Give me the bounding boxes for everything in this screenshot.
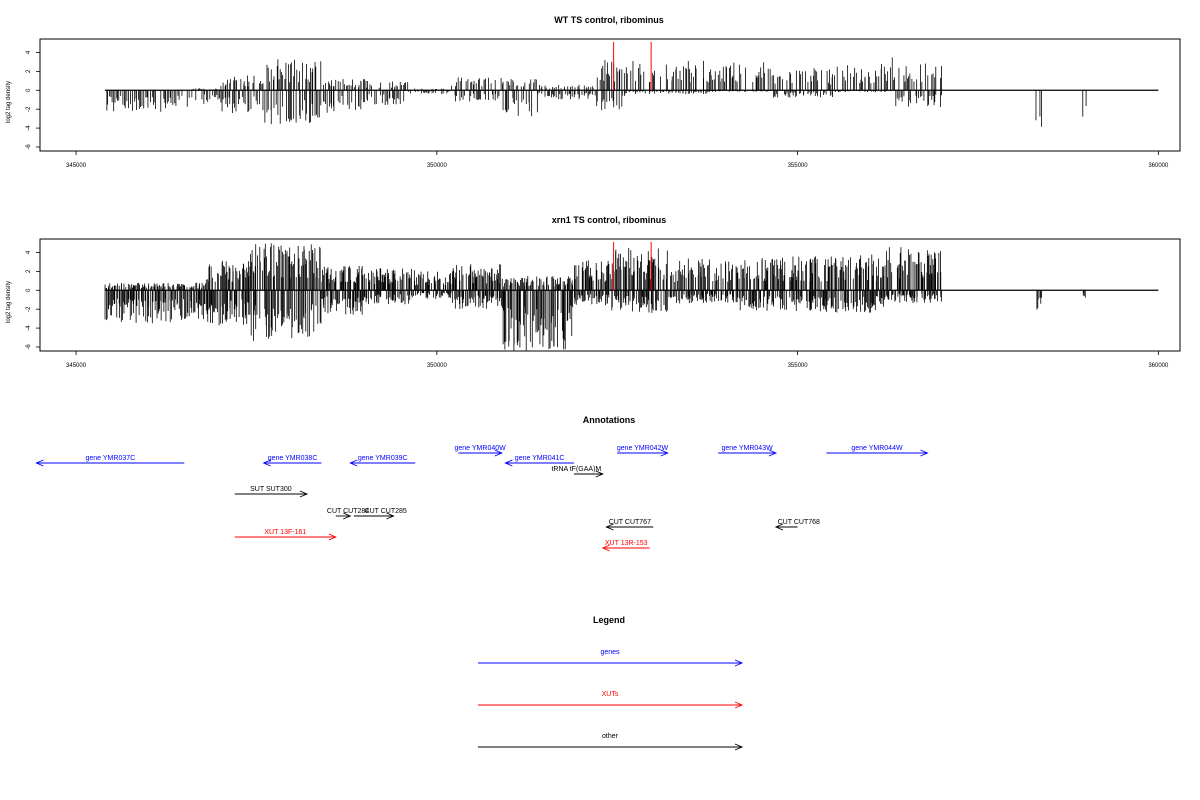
legend-title: Legend xyxy=(593,615,625,625)
legend-label: XUTs xyxy=(602,691,619,698)
strand-arrow xyxy=(35,459,44,467)
feature-cut-cut768: CUT CUT768 xyxy=(774,519,820,531)
feature-label: CUT CUT284 xyxy=(327,508,369,515)
feature-list: gene YMR037C gene YMR038C gene YMR039C gene… xyxy=(35,445,929,552)
feature-cut-cut285: CUT CUT285 xyxy=(353,508,407,520)
strand-arrow xyxy=(601,544,610,552)
feature-label: gene YMR044W xyxy=(851,445,903,452)
axes: 4 2 0 -2 -4 -6 345000 350000 355000 360000 xyxy=(26,250,1169,369)
feature-label: CUT CUT768 xyxy=(778,519,820,526)
x-tick-label: 350000 xyxy=(427,163,448,169)
feature-xut-13r-153: XUT 13R-153 xyxy=(601,540,650,552)
panel-title: xrn1 TS control, ribominus xyxy=(552,215,667,225)
annotations-title: Annotations xyxy=(583,415,636,425)
y-tick-label: -2 xyxy=(26,106,32,112)
feature-gene-ymr041c: gene YMR041C xyxy=(504,455,574,467)
axes: 4 2 0 -2 -4 -6 345000 350000 355000 360000 xyxy=(26,50,1169,169)
strand-arrow xyxy=(328,533,337,541)
xrn1-signal-panel: xrn1 TS control, ribominus log2 tag dens… xyxy=(6,215,1181,369)
signal-bars xyxy=(104,42,1159,127)
feature-label: tRNA tF(GAA)M xyxy=(551,466,601,473)
y-tick-label: 2 xyxy=(26,269,32,273)
feature-label: gene YMR041C xyxy=(515,455,565,462)
feature-label: gene YMR043W xyxy=(721,445,773,452)
strand-arrow xyxy=(595,470,604,478)
feature-gene-ymr037c: gene YMR037C xyxy=(35,455,185,467)
feature-gene-ymr044w: gene YMR044W xyxy=(826,445,929,457)
legend-arrow xyxy=(734,659,744,667)
plot-frame xyxy=(39,238,1181,352)
annotation-track: Annotations gene YMR037C gene YMR038C gene… xyxy=(35,415,929,552)
y-tick-label: -4 xyxy=(26,125,32,131)
feature-xut-13f-161: XUT 13F-161 xyxy=(234,529,337,541)
feature-gene-ymr043w: gene YMR043W xyxy=(718,445,778,457)
feature-label: gene YMR040W xyxy=(455,445,507,452)
feature-cut-cut284: CUT CUT284 xyxy=(327,508,369,520)
feature-label: CUT CUT285 xyxy=(365,508,407,515)
y-tick-label: 4 xyxy=(26,50,32,54)
wt-signal-panel: WT TS control, ribominus log2 tag densit… xyxy=(6,15,1181,169)
feature-cut-cut767: CUT CUT767 xyxy=(605,519,654,531)
legend: Legend genes XUTs other xyxy=(478,615,744,751)
y-tick-label: 0 xyxy=(26,288,32,292)
x-tick-label: 345000 xyxy=(66,363,87,369)
feature-label: CUT CUT767 xyxy=(609,519,651,526)
x-tick-label: 360000 xyxy=(1148,363,1169,369)
feature-gene-ymr042w: gene YMR042W xyxy=(617,445,669,457)
y-axis-label: log2 tag density xyxy=(6,281,12,323)
legend-entry-genes: genes xyxy=(478,649,744,667)
strand-arrow xyxy=(494,449,503,457)
feature-label: SUT SUT300 xyxy=(250,486,292,493)
y-axis-label: log2 tag density xyxy=(6,81,12,123)
strand-arrow xyxy=(343,512,352,520)
strand-arrow xyxy=(386,512,395,520)
y-tick-label: -6 xyxy=(26,144,32,150)
y-tick-label: -4 xyxy=(26,325,32,331)
strand-arrow xyxy=(349,459,358,467)
x-tick-label: 360000 xyxy=(1148,163,1169,169)
strand-arrow xyxy=(299,490,309,498)
feature-label: gene YMR039C xyxy=(358,455,408,462)
strand-arrow xyxy=(262,459,271,467)
y-tick-label: 0 xyxy=(26,88,32,92)
feature-label: XUT 13R-153 xyxy=(605,540,648,547)
feature-gene-ymr039c: gene YMR039C xyxy=(349,455,416,467)
legend-entry-other: other xyxy=(478,733,744,751)
legend-label: genes xyxy=(600,649,620,656)
x-tick-label: 345000 xyxy=(66,163,87,169)
feature-label: XUT 13F-161 xyxy=(264,529,306,536)
feature-label: gene YMR038C xyxy=(268,455,318,462)
x-tick-label: 355000 xyxy=(788,363,809,369)
y-tick-label: -6 xyxy=(26,344,32,350)
legend-arrow xyxy=(734,743,744,751)
strand-arrow xyxy=(660,449,669,457)
strand-arrow xyxy=(768,449,778,457)
legend-label: other xyxy=(602,733,619,740)
y-tick-label: -2 xyxy=(26,306,32,312)
feature-label: gene YMR042W xyxy=(617,445,669,452)
strand-arrow xyxy=(920,449,929,457)
panel-title: WT TS control, ribominus xyxy=(554,15,664,25)
y-tick-label: 4 xyxy=(26,250,32,254)
feature-label: gene YMR037C xyxy=(86,455,136,462)
y-tick-label: 2 xyxy=(26,69,32,73)
feature-trna-tf-gaa-m: tRNA tF(GAA)M xyxy=(551,466,604,478)
x-tick-label: 350000 xyxy=(427,363,448,369)
legend-arrow xyxy=(734,701,744,709)
legend-entry-xuts: XUTs xyxy=(478,691,744,709)
strand-arrow xyxy=(605,523,614,531)
strand-arrow xyxy=(504,459,513,467)
feature-gene-ymr040w: gene YMR040W xyxy=(455,445,507,457)
plot-frame xyxy=(39,38,1181,152)
x-tick-label: 355000 xyxy=(788,163,809,169)
signal-bars xyxy=(104,242,1159,352)
legend-entries: genes XUTs other xyxy=(478,649,744,751)
strand-arrow xyxy=(774,523,784,531)
feature-gene-ymr038c: gene YMR038C xyxy=(262,455,322,467)
feature-sut-sut300: SUT SUT300 xyxy=(234,486,309,498)
